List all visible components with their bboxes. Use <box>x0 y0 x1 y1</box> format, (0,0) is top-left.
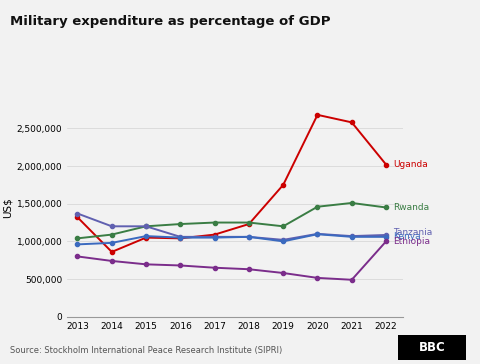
Text: Uganda: Uganda <box>393 160 428 169</box>
Text: BBC: BBC <box>419 341 445 354</box>
Text: Ethiopia: Ethiopia <box>393 237 430 246</box>
Y-axis label: US$: US$ <box>2 197 12 218</box>
Text: Source: Stockholm International Peace Research Institute (SIPRI): Source: Stockholm International Peace Re… <box>10 346 282 355</box>
Text: Tanzania: Tanzania <box>393 228 432 237</box>
Text: Kenya: Kenya <box>393 232 420 241</box>
Text: Rwanda: Rwanda <box>393 203 429 212</box>
Text: Military expenditure as percentage of GDP: Military expenditure as percentage of GD… <box>10 15 330 28</box>
